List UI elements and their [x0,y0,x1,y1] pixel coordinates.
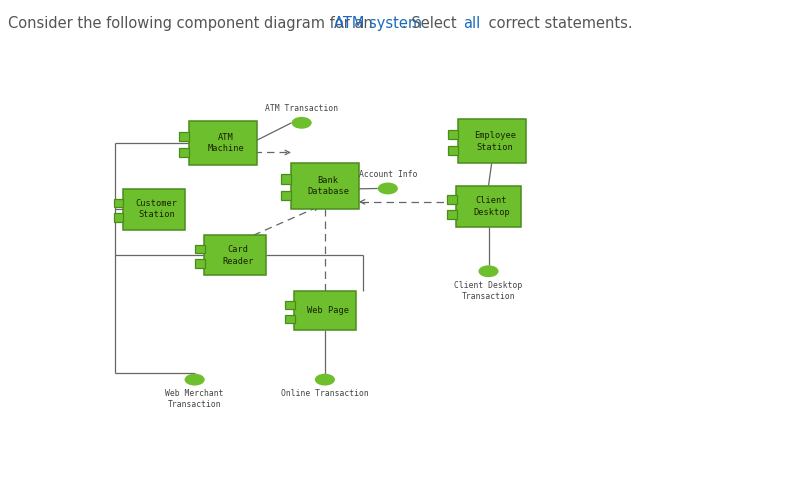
Circle shape [291,117,311,129]
FancyBboxPatch shape [457,120,525,163]
FancyBboxPatch shape [285,301,294,309]
FancyBboxPatch shape [178,132,189,141]
FancyBboxPatch shape [285,315,294,323]
FancyBboxPatch shape [446,196,457,204]
FancyBboxPatch shape [446,211,457,219]
Circle shape [315,374,335,386]
Text: Bank
Database: Bank Database [307,175,349,196]
Text: ATM Transaction: ATM Transaction [264,104,337,113]
Text: Web Merchant
Transaction: Web Merchant Transaction [165,389,224,409]
Circle shape [377,183,397,194]
Text: Customer
Station: Customer Station [135,199,178,219]
FancyBboxPatch shape [178,147,189,157]
FancyBboxPatch shape [122,189,184,230]
Text: Account Info: Account Info [358,170,417,179]
Text: Employee
Station: Employee Station [474,131,515,151]
Text: correct statements.: correct statements. [483,16,632,31]
FancyBboxPatch shape [447,130,457,139]
Text: Client Desktop
Transaction: Client Desktop Transaction [454,281,522,301]
FancyBboxPatch shape [290,163,358,209]
FancyBboxPatch shape [456,186,520,227]
Text: Web Page: Web Page [307,307,349,315]
Text: all: all [463,16,480,31]
FancyBboxPatch shape [189,121,256,165]
FancyBboxPatch shape [281,174,291,184]
FancyBboxPatch shape [204,235,265,275]
FancyBboxPatch shape [281,190,291,200]
Text: Online Transaction: Online Transaction [281,389,368,398]
Text: Consider the following component diagram for an: Consider the following component diagram… [8,16,377,31]
Text: ATM
Machine: ATM Machine [208,133,244,153]
Text: . Select: . Select [402,16,461,31]
FancyBboxPatch shape [195,245,204,253]
FancyBboxPatch shape [447,146,457,155]
FancyBboxPatch shape [114,199,123,207]
Circle shape [478,265,498,277]
Text: ATM system: ATM system [334,16,422,31]
Text: Card
Reader: Card Reader [221,245,253,266]
Text: Client
Desktop: Client Desktop [473,196,509,216]
FancyBboxPatch shape [294,292,355,331]
FancyBboxPatch shape [114,214,123,222]
Circle shape [184,374,204,386]
FancyBboxPatch shape [195,259,204,268]
